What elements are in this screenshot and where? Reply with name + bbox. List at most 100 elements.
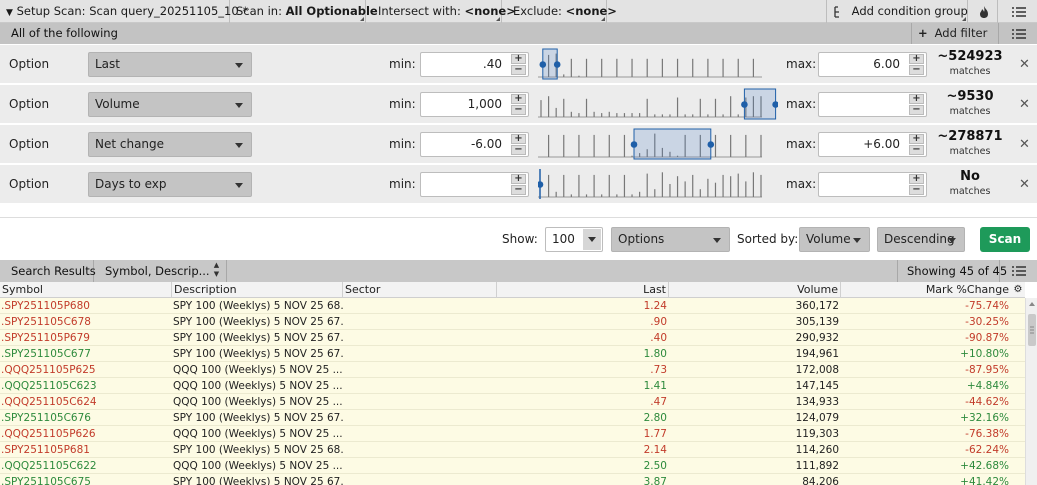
cell-symbol: .SPY251105P681 (1, 444, 90, 456)
table-row[interactable]: .QQQ251105P626 QQQ 100 (Weeklys) 5 NOV 25… (0, 426, 1025, 442)
min-input[interactable]: .40 + − (420, 52, 529, 77)
table-row[interactable]: .SPY251105C678 SPY 100 (Weeklys) 5 NOV 25… (0, 314, 1025, 330)
scan-button[interactable]: Scan (980, 227, 1030, 252)
sort-field-select[interactable]: Volume (799, 227, 870, 252)
cell-description: SPY 100 (Weeklys) 5 NOV 25 68... (173, 300, 343, 312)
increment-icon[interactable]: + (511, 134, 526, 144)
scan-in-selector[interactable]: Scan in: All Optionable (230, 0, 378, 23)
intersect-prefix: Intersect with: (378, 4, 461, 18)
decrement-icon[interactable]: − (511, 185, 526, 195)
cell-sector (345, 426, 495, 442)
scan-options-bar: Show: 100 Options Sorted by: Volume Desc… (0, 217, 1037, 260)
add-filter-button[interactable]: + Add filter (911, 23, 999, 44)
increment-icon[interactable]: + (909, 174, 924, 184)
setup-scan-menu[interactable]: ▼ Setup Scan: Scan query_20251105_10 * (0, 0, 248, 23)
table-row[interactable]: .QQQ251105P625 QQQ 100 (Weeklys) 5 NOV 25… (0, 362, 1025, 378)
cell-symbol: .QQQ251105C623 (1, 380, 97, 392)
column-mark-change[interactable]: Mark %Change (925, 283, 1009, 296)
scrollbar-thumb[interactable] (1028, 314, 1036, 346)
filter-field-select[interactable]: Volume (88, 92, 252, 117)
column-volume[interactable]: Volume (669, 282, 841, 298)
table-row[interactable]: .SPY251105C675 SPY 100 (Weeklys) 5 NOV 25… (0, 474, 1025, 485)
value-histogram[interactable] (538, 88, 778, 121)
table-row[interactable]: .QQQ251105C622 QQQ 100 (Weeklys) 5 NOV 25… (0, 458, 1025, 474)
table-row[interactable]: .QQQ251105C624 QQQ 100 (Weeklys) 5 NOV 25… (0, 394, 1025, 410)
filter-field-select[interactable]: Days to exp (88, 172, 252, 197)
column-symbol[interactable]: Symbol (0, 282, 172, 298)
scan-in-value: All Optionable (285, 4, 378, 18)
decrement-icon[interactable]: − (511, 65, 526, 75)
cell-mark-change: -30.25% (965, 316, 1009, 328)
table-row[interactable]: .SPY251105C677 SPY 100 (Weeklys) 5 NOV 25… (0, 346, 1025, 362)
decrement-icon[interactable]: − (909, 185, 924, 195)
toolbar-menu-button[interactable] (1005, 0, 1033, 23)
search-results-tab[interactable]: Search Results (0, 260, 96, 282)
scroll-up-icon[interactable] (1029, 302, 1035, 306)
table-row[interactable]: .SPY251105C676 SPY 100 (Weeklys) 5 NOV 25… (0, 410, 1025, 426)
max-label: max: (786, 137, 817, 151)
column-last[interactable]: Last (497, 282, 669, 298)
value-histogram[interactable] (538, 168, 778, 201)
gear-icon[interactable]: ⚙ (1013, 284, 1023, 295)
intersect-selector[interactable]: Intersect with: <none> (372, 0, 516, 23)
decrement-icon[interactable]: − (909, 105, 924, 115)
filter-row: Option Volume min: 1,000 + − max: + − ~9… (0, 85, 1037, 124)
cell-mark-change: -76.38% (965, 428, 1009, 440)
increment-icon[interactable]: + (909, 94, 924, 104)
value-histogram[interactable] (538, 48, 778, 81)
column-set-stepper[interactable]: ▲ ▼ (213, 261, 220, 278)
decrement-icon[interactable]: − (511, 145, 526, 155)
max-input[interactable]: 6.00 + − (818, 52, 927, 77)
close-icon[interactable]: ✕ (1019, 137, 1030, 152)
cell-mark-change: +42.68% (960, 460, 1009, 472)
exclude-selector[interactable]: Exclude: <none> (507, 0, 617, 23)
filter-field-select[interactable]: Net change (88, 132, 252, 157)
show-count-select[interactable]: 100 (545, 227, 603, 252)
max-input[interactable]: + − (818, 172, 927, 197)
table-row[interactable]: .SPY251105P679 SPY 100 (Weeklys) 5 NOV 25… (0, 330, 1025, 346)
column-description[interactable]: Description (172, 282, 343, 298)
cell-description: QQQ 100 (Weeklys) 5 NOV 25 ... (173, 380, 343, 392)
column-set-selector[interactable]: Symbol, Descrip... (105, 264, 210, 278)
cell-mark-change: +4.84% (966, 380, 1009, 392)
increment-icon[interactable]: + (909, 134, 924, 144)
max-input[interactable]: + − (818, 92, 927, 117)
sort-order-select[interactable]: Descending (877, 227, 965, 252)
min-input[interactable]: + − (420, 172, 529, 197)
filter-type-label: Option (9, 97, 50, 111)
hot-filters-button[interactable] (970, 0, 998, 23)
add-condition-group-button[interactable]: Add condition group (826, 0, 968, 23)
decrement-icon[interactable]: − (909, 145, 924, 155)
results-scrollbar[interactable] (1025, 298, 1037, 485)
close-icon[interactable]: ✕ (1019, 57, 1030, 72)
show-count-dropdown-button[interactable] (583, 229, 601, 250)
cell-symbol: .QQQ251105C622 (1, 460, 97, 472)
group-menu-button[interactable] (1005, 23, 1033, 44)
flame-icon (979, 5, 988, 18)
table-row[interactable]: .SPY251105P680 SPY 100 (Weeklys) 5 NOV 25… (0, 298, 1025, 314)
table-row[interactable]: .QQQ251105C623 QQQ 100 (Weeklys) 5 NOV 25… (0, 378, 1025, 394)
close-icon[interactable]: ✕ (1019, 97, 1030, 112)
result-type-select[interactable]: Options (611, 227, 730, 252)
min-input[interactable]: 1,000 + − (420, 92, 529, 117)
cell-symbol: .SPY251105P680 (1, 300, 90, 312)
range-min-handle (538, 181, 544, 188)
filter-field-select[interactable]: Last (88, 52, 252, 77)
value-histogram[interactable] (538, 128, 778, 161)
min-input[interactable]: -6.00 + − (420, 132, 529, 157)
column-sector[interactable]: Sector (343, 282, 497, 298)
cell-description: SPY 100 (Weeklys) 5 NOV 25 67... (173, 332, 343, 344)
max-input[interactable]: +6.00 + − (818, 132, 927, 157)
results-menu-button[interactable] (1005, 260, 1033, 282)
increment-icon[interactable]: + (511, 54, 526, 64)
intersect-value: <none> (464, 4, 516, 18)
cell-mark-change: -90.87% (965, 332, 1009, 344)
close-icon[interactable]: ✕ (1019, 177, 1030, 192)
table-row[interactable]: .SPY251105P681 SPY 100 (Weeklys) 5 NOV 25… (0, 442, 1025, 458)
decrement-icon[interactable]: − (909, 65, 924, 75)
increment-icon[interactable]: + (909, 54, 924, 64)
increment-icon[interactable]: + (511, 94, 526, 104)
increment-icon[interactable]: + (511, 174, 526, 184)
plus-icon: + (918, 26, 928, 40)
decrement-icon[interactable]: − (511, 105, 526, 115)
